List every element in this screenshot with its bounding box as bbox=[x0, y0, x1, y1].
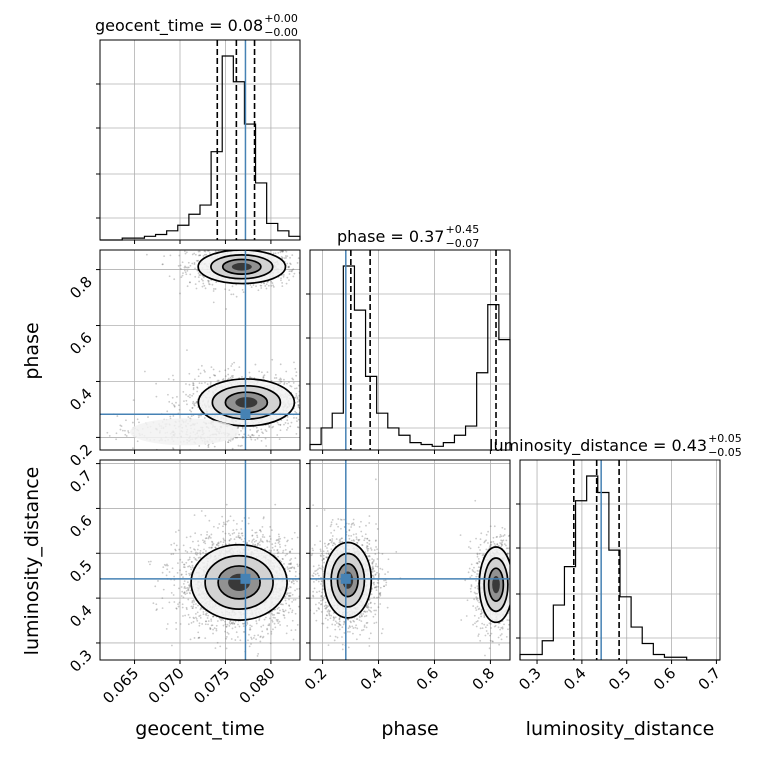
title-phase: phase = 0.37 +0.45 −0.07 bbox=[337, 223, 479, 250]
histogram-geocent_time bbox=[100, 55, 301, 241]
hist-panel-phase bbox=[306, 249, 511, 454]
x-tick-label: 0.5 bbox=[605, 664, 635, 694]
x-tick-label: 0.2 bbox=[301, 664, 331, 694]
x-tick-label: 0.070 bbox=[145, 664, 188, 707]
truth-marker bbox=[240, 573, 251, 584]
hist-panel-geocent_time bbox=[96, 39, 301, 244]
y-tick-label: 0.6 bbox=[66, 512, 96, 542]
x-tick-label: 0.3 bbox=[515, 664, 545, 694]
y-tick-label: 0.8 bbox=[66, 273, 96, 303]
x-tick-label: 0.065 bbox=[99, 664, 142, 707]
y-tick-label: 0.4 bbox=[66, 601, 96, 631]
histogram-luminosity_distance bbox=[519, 475, 720, 661]
histogram-phase bbox=[309, 265, 511, 450]
y-tick-label: 0.3 bbox=[66, 646, 96, 676]
y-tick-label: 0.7 bbox=[66, 467, 96, 497]
x-tick-label: 0.7 bbox=[695, 664, 725, 694]
title-geocent-time: geocent_time = 0.08 +0.00 −0.00 bbox=[95, 12, 298, 39]
y-tick-label: 0.4 bbox=[66, 385, 96, 415]
truth-marker bbox=[340, 573, 351, 584]
truth-marker bbox=[240, 409, 251, 420]
x-tick-label: 0.4 bbox=[560, 664, 590, 694]
ylabel-phase: phase bbox=[21, 322, 43, 379]
title-luminosity-distance: luminosity_distance = 0.43 +0.05 −0.05 bbox=[489, 432, 742, 459]
x-tick-label: 0.075 bbox=[190, 664, 233, 707]
density-panel-geocent_time-vs-phase: 0.2 0.4 0.6 0.8 bbox=[66, 249, 301, 471]
ylabel-luminosity-distance: luminosity_distance bbox=[21, 467, 43, 656]
xlabel-luminosity-distance: luminosity_distance bbox=[526, 718, 715, 740]
x-tick-label: 0.080 bbox=[236, 664, 279, 707]
y-tick-label: 0.6 bbox=[66, 329, 96, 359]
x-tick-label: 0.6 bbox=[650, 664, 680, 694]
x-tick-label: 0.6 bbox=[413, 664, 443, 694]
hist-panel-luminosity_distance: 0.3 0.4 0.5 0.6 0.7 bbox=[515, 459, 725, 694]
y-tick-label: 0.2 bbox=[66, 441, 96, 471]
y-tick-label: 0.5 bbox=[66, 556, 96, 586]
x-tick-label: 0.8 bbox=[469, 664, 499, 694]
density-panel-phase-vs-luminosity_distance: 0.2 0.4 0.6 0.8 bbox=[301, 459, 511, 694]
xlabel-geocent-time: geocent_time bbox=[135, 718, 264, 740]
x-tick-label: 0.4 bbox=[357, 664, 387, 694]
xlabel-phase: phase bbox=[381, 718, 438, 740]
